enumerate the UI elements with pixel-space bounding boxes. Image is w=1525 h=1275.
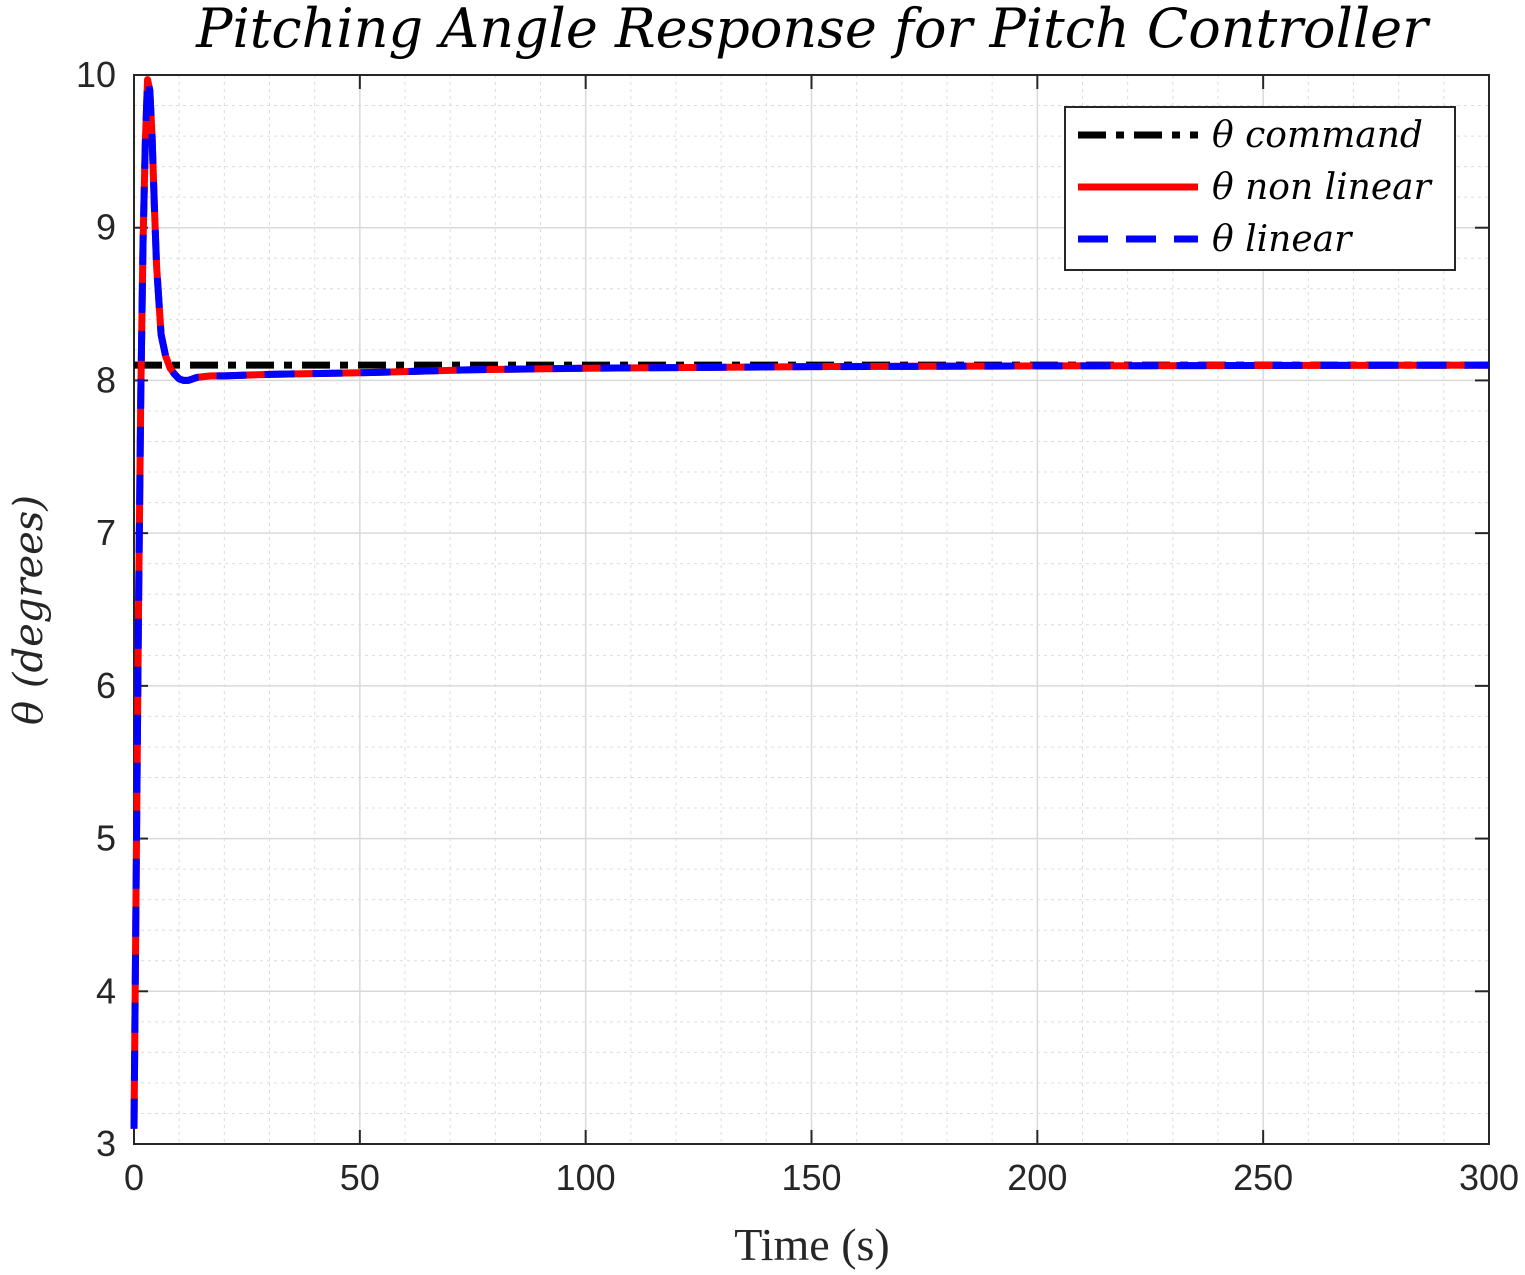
y-tick-label: 3 [96,1123,116,1164]
y-tick-label: 10 [76,54,116,95]
chart-title: Pitching Angle Response for Pitch Contro… [195,0,1431,60]
y-tick-label: 9 [96,207,116,248]
legend: θ command θ non linear θ linear [1064,106,1456,271]
y-axis-label: θ (degrees) [6,495,52,725]
grid [133,74,1490,1145]
x-tick-label: 0 [124,1157,144,1198]
x-tick-label: 300 [1459,1157,1519,1198]
legend-label-0: θ command [1212,115,1423,156]
x-tick-label: 200 [1007,1157,1067,1198]
y-tick-label: 5 [96,818,116,859]
x-tick-label: 100 [556,1157,616,1198]
y-tick-label: 7 [96,512,116,553]
axis-ticks: 0 50 100 150 200 250 300 3 4 5 6 7 8 9 10 [76,54,1519,1198]
series-line-2 [130,76,1490,1129]
x-tick-label: 50 [340,1157,380,1198]
legend-label-2: θ linear [1212,219,1353,260]
x-tick-label: 150 [781,1157,841,1198]
y-tick-label: 8 [96,359,116,400]
y-tick-label: 6 [96,665,116,706]
y-tick-label: 4 [96,970,116,1011]
x-axis-label: Time (s) [734,1219,890,1270]
series [130,76,1490,1129]
x-tick-label: 250 [1233,1157,1293,1198]
legend-label-1: θ non linear [1212,167,1433,208]
